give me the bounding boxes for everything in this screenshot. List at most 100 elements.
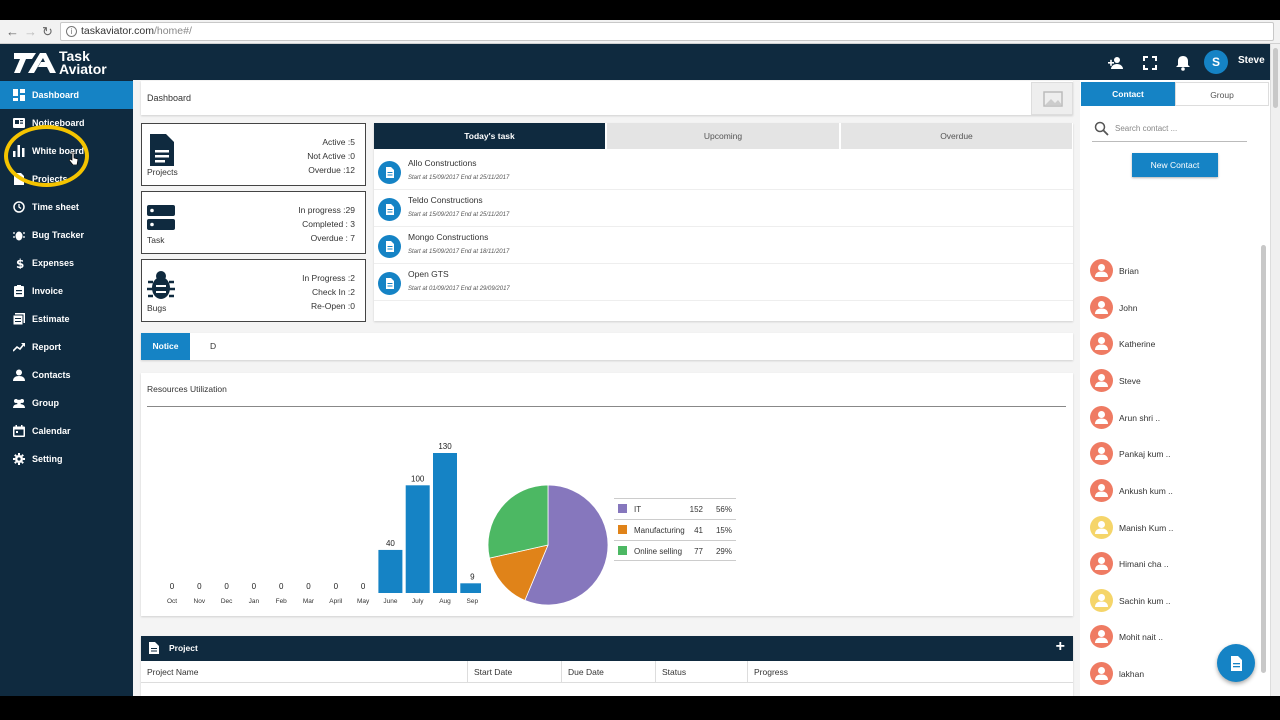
pie-slice-online-selling[interactable]: [487, 484, 549, 559]
image-placeholder[interactable]: [1031, 82, 1073, 115]
legend-value: 152: [689, 505, 703, 514]
bar-july[interactable]: [405, 485, 430, 593]
sidebar-item-time-sheet[interactable]: Time sheet: [0, 193, 133, 221]
floating-document-button[interactable]: [1217, 644, 1255, 682]
user-avatar[interactable]: S: [1204, 50, 1228, 74]
trend-icon: [13, 343, 25, 352]
contact-item[interactable]: Manish Kum ..: [1090, 516, 1260, 540]
bar-data-label: 40: [386, 539, 395, 548]
legend-swatch: [618, 525, 627, 534]
fullscreen-icon[interactable]: [1142, 55, 1158, 71]
url-path: /home#/: [153, 25, 192, 37]
add-user-icon[interactable]: [1108, 55, 1124, 71]
column-header[interactable]: Status: [656, 661, 748, 683]
legend-label: IT: [634, 505, 642, 514]
contact-item[interactable]: John: [1090, 296, 1260, 320]
projects-stat-card[interactable]: Projects Active :5 Not Active :0 Overdue :…: [141, 123, 366, 186]
sidebar-item-dashboard[interactable]: Dashboard: [0, 81, 133, 109]
contact-item[interactable]: Brian: [1090, 259, 1260, 283]
search-input[interactable]: Search contact ...: [1115, 124, 1178, 133]
page-scrollbar[interactable]: [1270, 44, 1280, 696]
contact-item[interactable]: Arun shri ..: [1090, 406, 1260, 430]
task-aviator-logo[interactable]: Task Aviator: [14, 49, 114, 77]
contact-scrollbar[interactable]: [1261, 245, 1266, 673]
sidebar-item-label: Invoice: [32, 286, 64, 296]
add-project-icon[interactable]: +: [1055, 638, 1065, 655]
column-header[interactable]: Project Name: [141, 661, 468, 683]
info-icon[interactable]: i: [66, 26, 77, 37]
contact-item[interactable]: Katherine: [1090, 332, 1260, 356]
contact-item[interactable]: Pankaj kum ..: [1090, 442, 1260, 466]
legend-value: 77: [694, 547, 703, 556]
contact-search[interactable]: Search contact ...: [1092, 118, 1247, 142]
task-stat-card[interactable]: Task In progress :29 Completed : 3 Overdue…: [141, 191, 366, 254]
page-scrollbar-thumb[interactable]: [1273, 48, 1278, 108]
contact-item[interactable]: Himani cha ..: [1090, 552, 1260, 576]
pie-slice-it[interactable]: [524, 484, 609, 606]
tab-overdue[interactable]: Overdue: [841, 123, 1073, 149]
bar-sep[interactable]: [460, 583, 481, 593]
estimate-icon: [13, 313, 25, 325]
task-row[interactable]: Open GTS Start at 01/09/2017 End at 29/0…: [374, 264, 1073, 301]
pie-slice-manufacturing[interactable]: [488, 544, 549, 601]
tab-todays-task[interactable]: Today's task: [374, 123, 606, 149]
bar-june[interactable]: [378, 549, 403, 593]
pie-chart: [487, 484, 609, 606]
sidebar-item-group[interactable]: Group: [0, 389, 133, 417]
column-header[interactable]: Due Date: [562, 661, 656, 683]
stat-line: Overdue :12: [308, 165, 355, 175]
sidebar-item-label: Dashboard: [32, 90, 80, 100]
sidebar-item-contacts[interactable]: Contacts: [0, 361, 133, 389]
bell-icon[interactable]: [1175, 55, 1191, 71]
contact-name: Steve: [1119, 376, 1141, 386]
sidebar-item-setting[interactable]: Setting: [0, 445, 133, 473]
tab-upcoming[interactable]: Upcoming: [607, 123, 840, 149]
browser-toolbar: ← → ↻ i taskaviator.com/home#/: [0, 20, 1280, 44]
sidebar-item-estimate[interactable]: Estimate: [0, 305, 133, 333]
person-icon: [1090, 662, 1113, 685]
back-arrow-icon[interactable]: ←: [6, 24, 19, 39]
bar-aug[interactable]: [433, 453, 457, 593]
tab-d[interactable]: D: [210, 341, 217, 351]
contact-item[interactable]: lakhan: [1090, 662, 1260, 686]
user-name[interactable]: Steve: [1238, 55, 1265, 66]
address-bar[interactable]: i taskaviator.com/home#/: [60, 22, 1274, 41]
bar-data-label: 0: [361, 582, 366, 591]
document-icon: [378, 198, 401, 221]
sidebar-item-report[interactable]: Report: [0, 333, 133, 361]
x-tick-label: Oct: [167, 598, 177, 605]
contact-item[interactable]: Mohit nait ..: [1090, 625, 1260, 649]
task-row[interactable]: Mongo Constructions Start at 15/09/2017 …: [374, 227, 1073, 264]
sidebar-item-calendar[interactable]: Calendar: [0, 417, 133, 445]
resources-utilization-card: Resources Utilization 0 Oct 0 Nov 0 Dec 0 Jan 0 F…: [141, 373, 1073, 616]
contact-name: Pankaj kum ..: [1119, 449, 1171, 459]
sidebar-item-invoice[interactable]: Invoice: [0, 277, 133, 305]
stat-line: Re-Open :0: [311, 301, 355, 311]
column-header[interactable]: Progress: [748, 661, 1073, 683]
tab-notice[interactable]: Notice: [141, 333, 190, 360]
task-row[interactable]: Allo Constructions Start at 15/09/2017 E…: [374, 153, 1073, 190]
tab-group[interactable]: Group: [1175, 82, 1269, 106]
legend-label: Online selling: [634, 547, 683, 556]
clock-icon: [13, 201, 25, 213]
task-dates: Start at 15/09/2017 End at 25/11/2017: [408, 175, 510, 181]
calendar-icon: [13, 425, 25, 437]
sidebar-item-noticeboard[interactable]: Noticeboard: [0, 109, 133, 137]
task-row[interactable]: Teldo Constructions Start at 15/09/2017 …: [374, 190, 1073, 227]
contact-item[interactable]: Steve: [1090, 369, 1260, 393]
svg-text:$: $: [16, 257, 24, 269]
reload-icon[interactable]: ↻: [42, 24, 53, 39]
sidebar-item-expenses[interactable]: $ Expenses: [0, 249, 133, 277]
contact-name: John: [1119, 303, 1138, 313]
bug-icon: [147, 271, 175, 299]
contact-item[interactable]: Sachin kum ..: [1090, 589, 1260, 613]
task-name: Open GTS: [408, 269, 449, 279]
new-contact-button[interactable]: New Contact: [1132, 153, 1218, 177]
bugs-stat-card[interactable]: Bugs In Progress :2 Check In :2 Re-Open :0: [141, 259, 366, 322]
tab-contact[interactable]: Contact: [1081, 82, 1175, 106]
forward-arrow-icon[interactable]: →: [24, 24, 37, 39]
bar-data-label: 0: [197, 582, 202, 591]
sidebar-item-bug-tracker[interactable]: Bug Tracker: [0, 221, 133, 249]
column-header[interactable]: Start Date: [468, 661, 562, 683]
contact-item[interactable]: Ankush kum ..: [1090, 479, 1260, 503]
